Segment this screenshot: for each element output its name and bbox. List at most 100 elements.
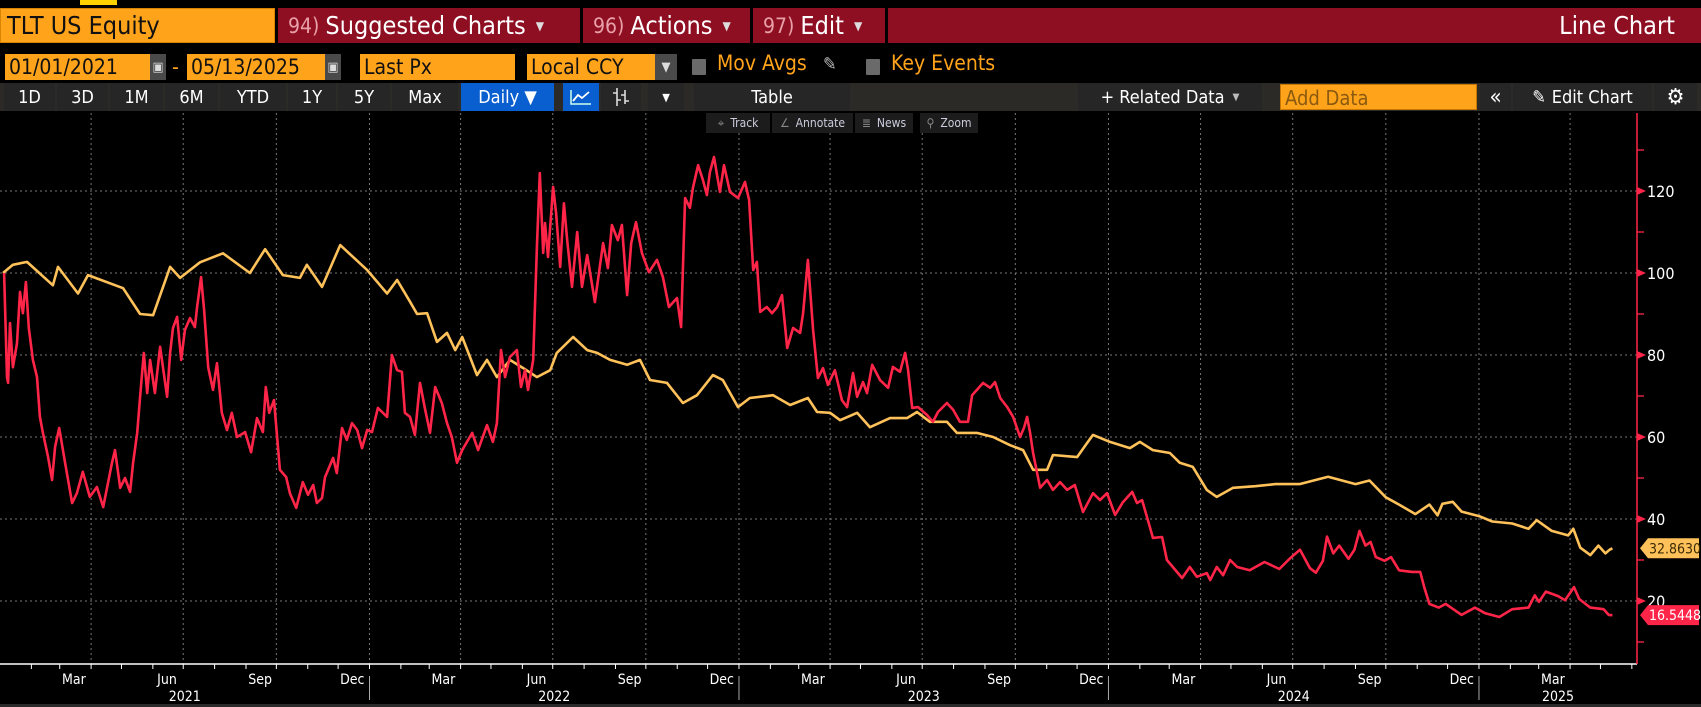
bar-chart-icon[interactable] (601, 83, 641, 111)
add-data-input[interactable]: Add Data (1280, 84, 1477, 110)
y-tick-label: 120 (1647, 182, 1674, 201)
y-tick-marker (1637, 187, 1646, 195)
track-label: Track (730, 116, 759, 130)
field-select[interactable]: Last Px (360, 54, 515, 80)
caret-down-icon: ▼ (722, 18, 731, 33)
edit-menu[interactable]: 97) Edit ▼ (753, 8, 885, 43)
y-tick-marker (1637, 269, 1646, 277)
x-year-label: 2024 (1278, 689, 1310, 705)
gear-icon[interactable]: ⚙ (1654, 83, 1697, 111)
chevron-down-icon[interactable]: ▼ (648, 83, 684, 111)
end-date-input[interactable]: 05/13/2025 (187, 54, 325, 80)
edit-chart-button[interactable]: ✎ Edit Chart (1513, 83, 1652, 111)
related-data-label: + Related Data (1100, 86, 1225, 108)
chart-type-title: Line Chart (1559, 11, 1675, 40)
x-month-label: Mar (801, 672, 826, 688)
x-month-label: Dec (710, 672, 734, 688)
collapse-button[interactable]: « (1480, 83, 1511, 111)
date-separator: - (172, 55, 179, 79)
start-date-input[interactable]: 01/01/2021 (5, 54, 150, 80)
x-month-label: Sep (1358, 672, 1382, 688)
range-max-button[interactable]: Max (392, 83, 458, 111)
x-month-label: Sep (987, 672, 1011, 688)
edit-chart-label: Edit Chart (1551, 86, 1633, 108)
key-events-label[interactable]: Key Events (891, 51, 996, 75)
line-chart-icon[interactable] (563, 83, 599, 111)
last-value-label: 32.8630 (1649, 541, 1701, 557)
caret-down-icon: ▼ (853, 18, 863, 33)
y-tick-marker (1637, 515, 1646, 523)
range-ytd-button[interactable]: YTD (220, 83, 286, 111)
y-tick-label: 80 (1647, 346, 1665, 365)
actions-menu[interactable]: 96) Actions ▼ (583, 8, 750, 43)
mov-avgs-checkbox[interactable] (692, 59, 706, 75)
menu-label: Actions (630, 11, 713, 40)
last-value-tag: 16.5448 (1640, 605, 1701, 626)
x-month-label: Dec (340, 672, 364, 688)
series-line-1 (2, 243, 1613, 557)
y-tick-marker (1637, 433, 1646, 441)
table-button[interactable]: Table (694, 83, 850, 111)
zoom-tool[interactable]: ⚲ Zoom (920, 113, 978, 133)
x-month-label: Jun (156, 672, 177, 688)
y-tick-marker (1637, 351, 1646, 359)
x-month-label: Sep (618, 672, 642, 688)
x-month-label: Mar (432, 672, 457, 688)
x-month-label: Dec (1079, 672, 1103, 688)
crosshair-icon: ⌖ (717, 115, 725, 130)
x-year-label: 2021 (169, 689, 201, 705)
mov-avgs-label[interactable]: Mov Avgs (717, 51, 807, 75)
menu-number: 94) (288, 13, 320, 38)
suggested-charts-menu[interactable]: 94) Suggested Charts ▼ (278, 8, 580, 43)
y-tick-label: 40 (1647, 510, 1665, 529)
last-value-tag-shape (1640, 538, 1699, 559)
x-month-label: Mar (1171, 672, 1196, 688)
frequency-dropdown[interactable]: Daily ▼ (461, 83, 554, 111)
magnifier-icon: ⚲ (926, 116, 935, 130)
annotate-label: Annotate (795, 116, 846, 130)
news-tool[interactable]: ≣ News (855, 113, 913, 133)
x-month-label: Mar (62, 672, 87, 688)
track-tool[interactable]: ⌖ Track (706, 113, 770, 133)
security-field[interactable]: TLT US Equity (0, 8, 275, 43)
x-month-label: Jun (895, 672, 916, 688)
x-year-label: 2023 (908, 689, 940, 705)
zoom-label: Zoom (940, 116, 972, 130)
x-year-label: 2022 (538, 689, 570, 705)
bottom-strip (0, 704, 1701, 707)
x-month-label: Dec (1450, 672, 1474, 688)
news-label: News (876, 116, 907, 130)
key-events-checkbox[interactable] (866, 59, 880, 75)
y-tick-label: 100 (1647, 264, 1674, 283)
range-1y-button[interactable]: 1Y (288, 83, 336, 111)
annotate-tool[interactable]: ∠ Annotate (772, 113, 853, 133)
menu-number: 96) (593, 13, 625, 38)
y-tick-label: 60 (1647, 428, 1665, 447)
x-month-label: Mar (1541, 672, 1566, 688)
news-icon: ≣ (861, 116, 871, 130)
calendar-icon[interactable]: ▣ (325, 54, 341, 80)
range-6m-button[interactable]: 6M (165, 83, 218, 111)
range-3d-button[interactable]: 3D (57, 83, 108, 111)
caret-down-icon: ▼ (535, 18, 545, 33)
x-month-label: Jun (1266, 672, 1287, 688)
menu-number: 97) (763, 13, 795, 38)
pencil-icon[interactable]: ✎ (823, 54, 837, 75)
chevron-down-icon[interactable]: ▼ (655, 54, 677, 80)
pencil-icon: ✎ (1532, 86, 1546, 108)
range-1m-button[interactable]: 1M (110, 83, 163, 111)
caret-down-icon: ▼ (1232, 91, 1240, 103)
calendar-icon[interactable]: ▣ (150, 54, 166, 80)
range-1d-button[interactable]: 1D (4, 83, 55, 111)
menu-label: Edit (800, 11, 844, 40)
x-month-label: Sep (248, 672, 272, 688)
command-line-indicator (80, 0, 117, 5)
annotate-icon: ∠ (779, 116, 790, 130)
header-bar (888, 8, 1701, 43)
currency-select[interactable]: Local CCY (527, 54, 655, 80)
range-5y-button[interactable]: 5Y (338, 83, 390, 111)
related-data-button[interactable]: + Related Data ▼ (1078, 83, 1262, 111)
x-month-label: Jun (526, 672, 547, 688)
series-line-2 (2, 155, 1613, 619)
